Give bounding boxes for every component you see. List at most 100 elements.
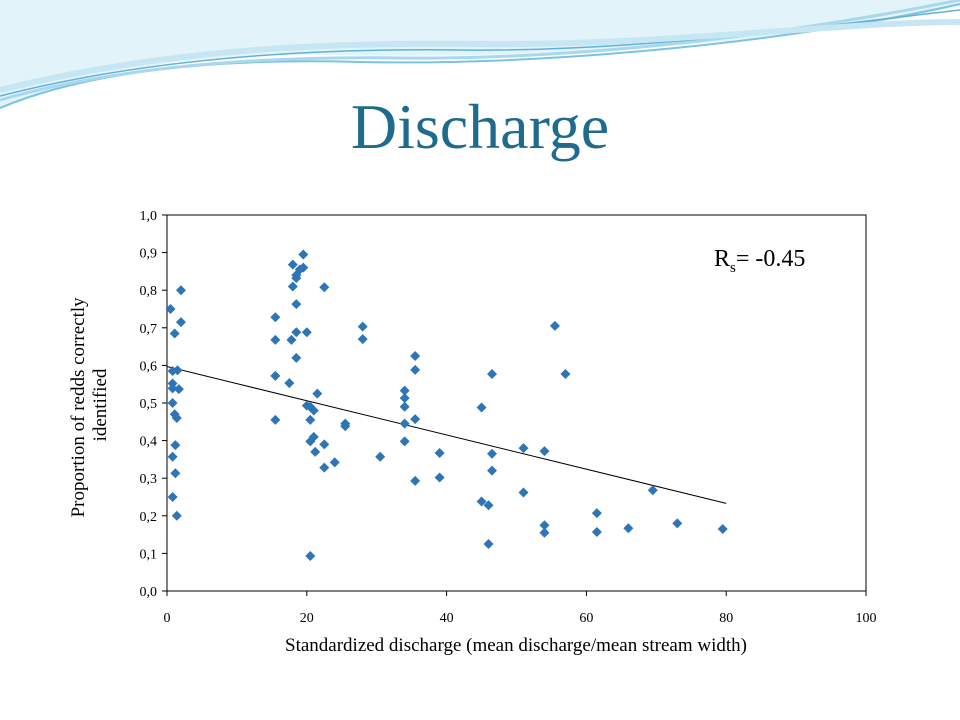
y-tick-label: 0,5 <box>140 397 158 412</box>
data-point <box>434 448 445 459</box>
y-axis-title: Proportion of redds correctly identified <box>68 293 111 518</box>
data-point <box>399 418 410 429</box>
data-point <box>170 468 181 479</box>
data-point <box>170 440 181 451</box>
data-point <box>410 351 421 361</box>
y-tick-label: 0,7 <box>140 322 158 337</box>
data-point <box>167 451 178 462</box>
data-point <box>539 527 550 538</box>
wave-band-light <box>0 0 960 110</box>
x-axis: 0 20 40 60 80 100 <box>164 591 877 626</box>
data-point <box>375 451 386 462</box>
data-point <box>560 369 571 380</box>
data-points <box>165 249 728 562</box>
data-point <box>410 475 421 486</box>
data-point <box>329 457 340 468</box>
data-point <box>287 259 298 270</box>
y-axis: 0,0 0,1 0,2 0,3 0,4 0,5 0,6 0,7 0,8 0,9 1,0 <box>140 209 167 600</box>
data-point <box>270 312 281 323</box>
data-point <box>518 443 529 454</box>
data-point <box>476 402 487 413</box>
y-axis-title-line-1: Proportion of redds correctly <box>68 297 89 518</box>
data-point <box>319 439 330 450</box>
data-point <box>487 465 498 476</box>
data-point <box>175 285 186 296</box>
data-point <box>357 334 368 345</box>
data-point <box>172 365 183 376</box>
data-point <box>305 551 316 562</box>
data-point <box>487 369 498 380</box>
y-tick-label: 0,8 <box>140 284 158 299</box>
data-point <box>291 273 302 284</box>
data-point <box>298 249 309 260</box>
data-point <box>169 328 180 339</box>
data-point <box>623 523 634 534</box>
data-point <box>487 448 498 459</box>
annotation-main: R <box>714 246 730 272</box>
data-point <box>287 281 298 292</box>
data-point <box>483 539 494 549</box>
trendline <box>166 366 727 504</box>
data-point <box>308 405 319 416</box>
y-tick-label: 0,3 <box>140 472 158 487</box>
data-point <box>171 413 182 424</box>
data-point <box>476 496 487 507</box>
wave-line-4 <box>0 19 960 93</box>
data-point <box>298 262 309 273</box>
data-point <box>319 462 330 473</box>
data-point <box>410 414 421 425</box>
x-tick-label: 40 <box>440 611 454 626</box>
y-tick-label: 0,6 <box>140 359 158 374</box>
x-tick-label: 0 <box>164 611 171 626</box>
data-point <box>173 384 184 395</box>
correlation-annotation: Rs= -0.45 <box>714 246 805 276</box>
data-point <box>286 334 297 345</box>
y-tick-label: 0,2 <box>140 510 158 525</box>
data-point <box>434 472 445 483</box>
x-tick-label: 80 <box>719 611 733 626</box>
y-tick-label: 1,0 <box>140 209 158 224</box>
data-point <box>717 523 728 534</box>
data-point <box>167 383 178 394</box>
header-wave-decoration <box>0 0 960 110</box>
slide-title: Discharge <box>350 91 610 162</box>
data-point <box>340 421 351 432</box>
y-tick-label: 0,0 <box>140 585 158 600</box>
y-tick-label: 0,4 <box>140 435 158 450</box>
data-point <box>305 414 316 425</box>
data-point <box>483 500 494 511</box>
data-point <box>301 327 312 338</box>
data-point <box>270 370 281 381</box>
y-tick-label: 0,1 <box>140 547 158 562</box>
y-axis-title-line-2: identified <box>90 368 111 441</box>
data-point <box>410 364 421 375</box>
x-tick-label: 20 <box>300 611 314 626</box>
data-point <box>167 492 178 502</box>
data-point <box>270 414 281 425</box>
data-point <box>270 334 281 345</box>
data-point <box>310 446 321 457</box>
annotation-subscript: s <box>730 260 736 276</box>
data-point <box>171 510 182 521</box>
data-point <box>312 388 323 399</box>
data-point <box>284 378 295 389</box>
x-tick-label: 60 <box>579 611 593 626</box>
y-tick-label: 0,9 <box>140 247 158 262</box>
data-point <box>399 436 410 447</box>
x-tick-label: 100 <box>856 611 877 626</box>
data-point <box>672 518 683 529</box>
data-point <box>291 327 302 338</box>
data-point <box>518 487 529 498</box>
data-point <box>539 446 550 457</box>
data-point <box>591 526 602 537</box>
data-point <box>399 385 410 396</box>
data-point <box>357 321 368 332</box>
data-point <box>175 317 186 328</box>
data-point <box>165 304 176 314</box>
annotation-value: = -0.45 <box>736 246 806 272</box>
data-point <box>399 401 410 412</box>
data-point <box>291 352 302 363</box>
data-point <box>167 398 178 408</box>
x-axis-title: Standardized discharge (mean discharge/m… <box>285 635 747 656</box>
